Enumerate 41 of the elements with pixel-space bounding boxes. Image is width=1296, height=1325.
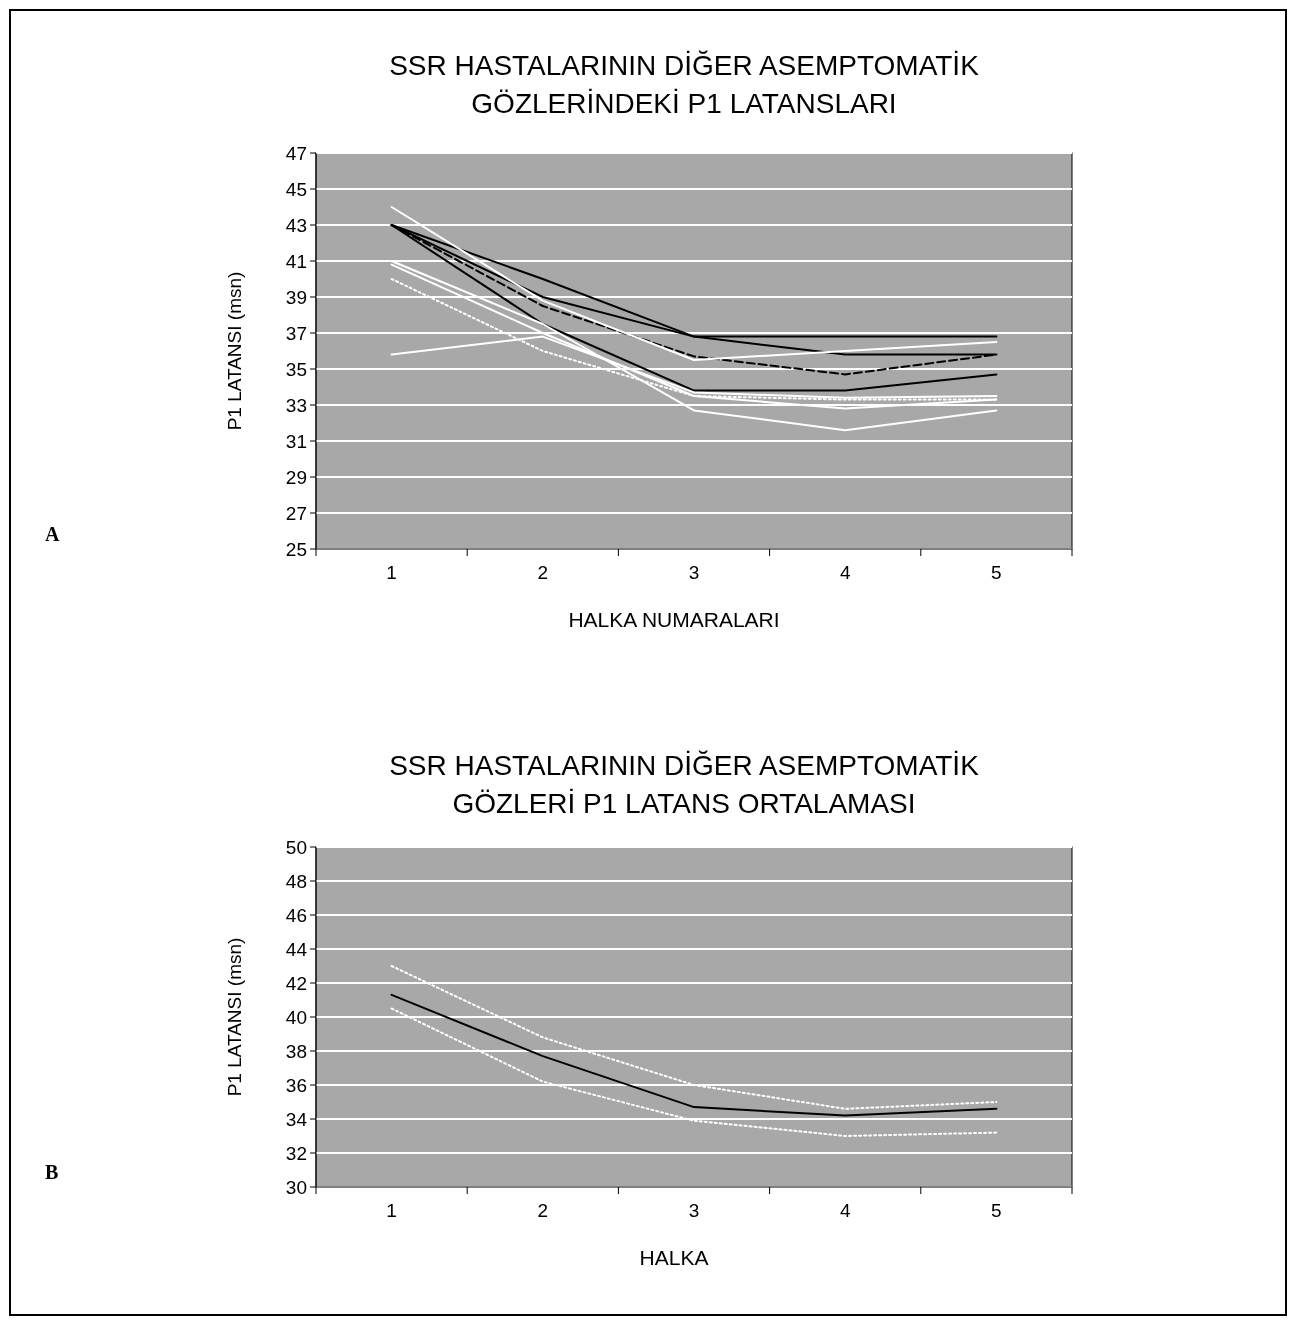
y-tick-label: 41: [285, 250, 307, 272]
x-axis-title: HALKA: [639, 1246, 709, 1269]
y-axis-title: P1 LATANSI (msn): [224, 937, 245, 1097]
x-tick-label: 2: [537, 562, 549, 583]
y-tick-label: 29: [285, 466, 307, 488]
chart-title: SSR HASTALARININ DİĞER ASEMPTOMATİK GÖZLERİNDEKİ P1 LATANSLARI: [389, 50, 980, 119]
y-tick-label: 40: [285, 1006, 307, 1028]
x-tick-label: 3: [688, 562, 700, 583]
x-tick-label: 3: [688, 1200, 700, 1221]
x-tick-label: 4: [839, 1200, 851, 1221]
y-tick-label: 46: [285, 904, 307, 926]
y-tick-label: 25: [285, 538, 307, 560]
y-tick-label: 42: [285, 972, 307, 994]
y-tick-label: 45: [285, 178, 307, 200]
x-tick-label: 2: [537, 1200, 549, 1221]
x-tick-label: 4: [839, 562, 851, 583]
y-tick-label: 39: [285, 286, 307, 308]
x-tick-label: 1: [386, 1200, 397, 1221]
y-tick-label: 30: [285, 1176, 307, 1198]
y-tick-label: 44: [285, 938, 308, 960]
y-tick-label: 47: [285, 142, 307, 164]
y-tick-label: 31: [285, 430, 307, 452]
y-tick-label: 27: [285, 502, 307, 524]
chart-title: SSR HASTALARININ DİĞER ASEMPTOMATİK GÖZLERİ P1 LATANS ORTALAMASI: [389, 750, 980, 819]
y-tick-label: 32: [285, 1142, 307, 1164]
y-tick-label: 38: [285, 1040, 307, 1062]
y-axis-title: P1 LATANSI (msn): [224, 271, 245, 431]
y-tick-label: 43: [285, 214, 307, 236]
y-tick-label: 48: [285, 870, 307, 892]
y-tick-label: 34: [285, 1108, 308, 1130]
text: A: [45, 523, 60, 545]
x-tick-label: 5: [991, 1200, 1002, 1221]
y-tick-label: 50: [285, 836, 307, 858]
y-tick-label: 36: [285, 1074, 307, 1096]
y-tick-label: 35: [285, 358, 307, 380]
x-axis-title: HALKA NUMARALARI: [568, 608, 780, 631]
x-tick-label: 1: [386, 562, 397, 583]
x-tick-label: 5: [991, 562, 1002, 583]
text: B: [45, 1161, 59, 1183]
y-tick-label: 37: [285, 322, 307, 344]
y-tick-label: 33: [285, 394, 307, 416]
